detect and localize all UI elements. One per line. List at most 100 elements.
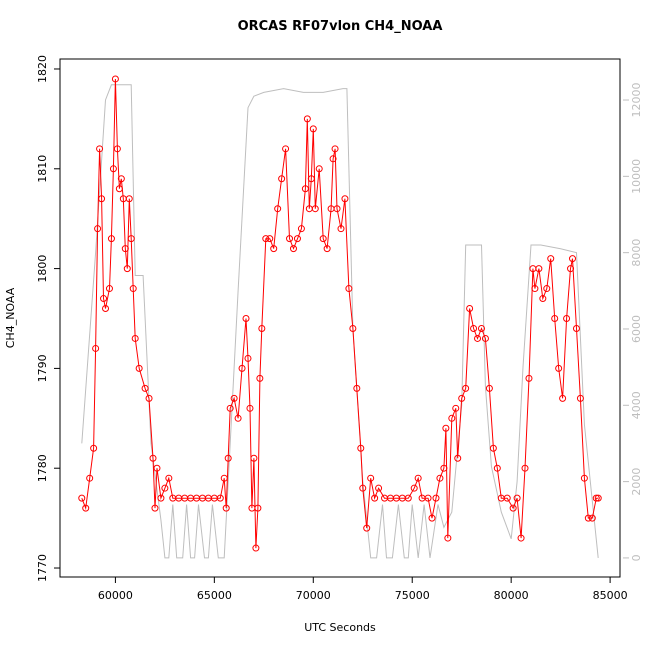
y2-tick-label: 10000 [630, 159, 643, 194]
point [216, 494, 224, 502]
point [309, 125, 317, 133]
point [584, 514, 592, 522]
point [588, 514, 596, 522]
point [481, 334, 489, 342]
point [359, 484, 367, 492]
point [424, 494, 432, 502]
point [567, 265, 575, 273]
point [509, 504, 517, 512]
point [100, 295, 108, 303]
point [493, 464, 501, 472]
point [547, 255, 555, 263]
point [353, 384, 361, 392]
point [131, 334, 139, 342]
point [282, 145, 290, 153]
point [94, 225, 102, 233]
point [293, 235, 301, 243]
point [250, 454, 258, 462]
point [242, 314, 250, 322]
point [531, 285, 539, 293]
point [234, 414, 242, 422]
plot-frame [59, 58, 621, 578]
point [252, 544, 260, 552]
point [337, 225, 345, 233]
point [151, 504, 159, 512]
point [220, 474, 228, 482]
point [161, 484, 169, 492]
point [92, 344, 100, 352]
y-tick-label: 1820 [36, 55, 49, 83]
point [414, 474, 422, 482]
point [105, 285, 113, 293]
point [297, 225, 305, 233]
point [444, 534, 452, 542]
point [315, 165, 323, 173]
point [357, 444, 365, 452]
point [289, 245, 297, 253]
point [82, 504, 90, 512]
point [129, 285, 137, 293]
point [569, 255, 577, 263]
point [149, 454, 157, 462]
y2-tick-label: 12000 [630, 83, 643, 118]
point [111, 75, 119, 83]
point [525, 374, 533, 382]
point [470, 324, 478, 332]
point [311, 205, 319, 213]
point [474, 334, 482, 342]
series-line [81, 84, 599, 559]
point [238, 364, 246, 372]
point [452, 404, 460, 412]
point [113, 145, 121, 153]
point [107, 235, 115, 243]
point [78, 494, 86, 502]
point [592, 494, 600, 502]
point [503, 494, 511, 502]
point [458, 394, 466, 402]
point [270, 245, 278, 253]
point [329, 155, 337, 163]
x-tick-label: 60000 [98, 589, 133, 602]
y2-tick-label: 4000 [630, 391, 643, 419]
point [521, 464, 529, 472]
point [462, 384, 470, 392]
point [551, 314, 559, 322]
point [535, 265, 543, 273]
point [256, 374, 264, 382]
point [341, 195, 349, 203]
y-tick-label: 1790 [36, 354, 49, 382]
point [90, 444, 98, 452]
point [224, 454, 232, 462]
point [123, 265, 131, 273]
point [580, 474, 588, 482]
point [410, 484, 418, 492]
point [254, 504, 262, 512]
point [432, 494, 440, 502]
y-tick-label: 1780 [36, 454, 49, 482]
point [246, 404, 254, 412]
point [222, 504, 230, 512]
y-axis-label: CH4_NOAA [4, 287, 17, 348]
point [286, 235, 294, 243]
point [555, 364, 563, 372]
point [440, 464, 448, 472]
point [454, 454, 462, 462]
point [145, 394, 153, 402]
point [489, 444, 497, 452]
point [109, 165, 117, 173]
point [86, 474, 94, 482]
point [262, 235, 270, 243]
point [96, 145, 104, 153]
point [539, 295, 547, 303]
point [563, 314, 571, 322]
point [442, 424, 450, 432]
y2-tick-label: 8000 [630, 239, 643, 267]
point [127, 235, 135, 243]
point [274, 205, 282, 213]
point [404, 494, 412, 502]
x-tick-label: 80000 [494, 589, 529, 602]
point [323, 245, 331, 253]
point [319, 235, 327, 243]
y2-tick-label: 6000 [630, 315, 643, 343]
